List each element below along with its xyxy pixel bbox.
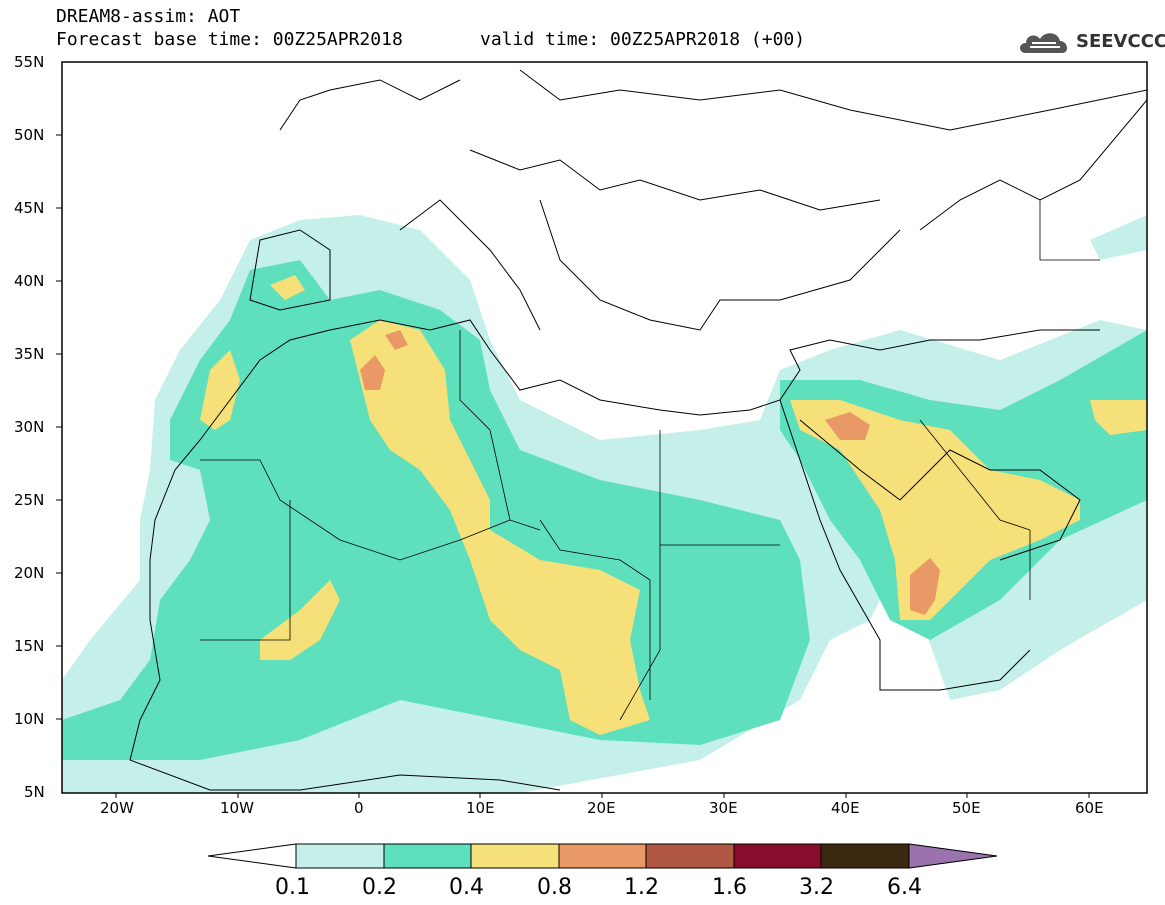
- colorbar-high-arrow: [908, 843, 998, 869]
- colorbar-label: 0.2: [362, 875, 397, 900]
- seevccc-logo: SEEVCCC: [1016, 25, 1165, 59]
- colorbar-label: 3.2: [799, 875, 834, 900]
- borders: [200, 200, 1100, 721]
- forecast-time-line: Forecast base time: 00Z25APR2018 valid ti…: [56, 29, 805, 50]
- colorbar: 0.1 0.2 0.4 0.8 1.2 1.6 3.2 6.4: [207, 843, 998, 900]
- logo-text: SEEVCCC: [1076, 31, 1165, 52]
- colorbar-swatch: [646, 844, 734, 868]
- lon-label: 50E: [952, 799, 981, 817]
- aot-fields: [62, 215, 1147, 793]
- colorbar-low-arrow: [207, 843, 297, 869]
- colorbar-label: 1.6: [712, 875, 747, 900]
- colorbar-swatch: [471, 844, 559, 868]
- lat-label: 45N: [14, 199, 44, 217]
- lon-label: 10E: [466, 799, 495, 817]
- lat-label: 35N: [14, 345, 44, 363]
- lon-label: 20W: [100, 799, 134, 817]
- colorbar-swatch: [296, 844, 384, 868]
- lat-label: 20N: [14, 564, 44, 582]
- lat-label: 15N: [14, 637, 44, 655]
- colorbar-swatch: [384, 844, 471, 868]
- lat-label: 30N: [14, 418, 44, 436]
- colorbar-swatch: [559, 844, 646, 868]
- latitude-axis: 55N 50N 45N 40N 35N 30N 25N 20N 15N 10N …: [14, 53, 62, 801]
- colorbar-label: 6.4: [887, 875, 922, 900]
- lat-label: 55N: [14, 53, 44, 71]
- cloud-icon: [1020, 33, 1068, 53]
- lon-label: 60E: [1075, 799, 1104, 817]
- colorbar-swatch: [821, 844, 909, 868]
- lat-label: 10N: [14, 710, 44, 728]
- aot-level-0.8: [360, 355, 385, 390]
- lon-label: 0: [354, 799, 364, 817]
- aot-level-0.4: [350, 320, 650, 735]
- colorbar-label: 0.4: [449, 875, 484, 900]
- coastlines: [129, 69, 1147, 791]
- lat-label: 40N: [14, 272, 44, 290]
- lat-label: 5N: [24, 783, 45, 801]
- lon-label: 40E: [831, 799, 860, 817]
- lat-label: 25N: [14, 491, 44, 509]
- colorbar-label: 0.1: [275, 875, 310, 900]
- lon-label: 20E: [587, 799, 616, 817]
- longitude-axis: 20W 10W 0 10E 20E 30E 40E 50E 60E: [100, 793, 1104, 817]
- map-title: DREAM8-assim: AOT: [56, 6, 241, 27]
- valid-time: valid time: 00Z25APR2018 (+00): [480, 29, 806, 50]
- colorbar-swatch: [734, 844, 821, 868]
- lat-label: 50N: [14, 126, 44, 144]
- lon-label: 10W: [220, 799, 254, 817]
- base-time: Forecast base time: 00Z25APR2018: [56, 29, 403, 50]
- colorbar-label: 1.2: [624, 875, 659, 900]
- lon-label: 30E: [709, 799, 738, 817]
- colorbar-label: 0.8: [537, 875, 572, 900]
